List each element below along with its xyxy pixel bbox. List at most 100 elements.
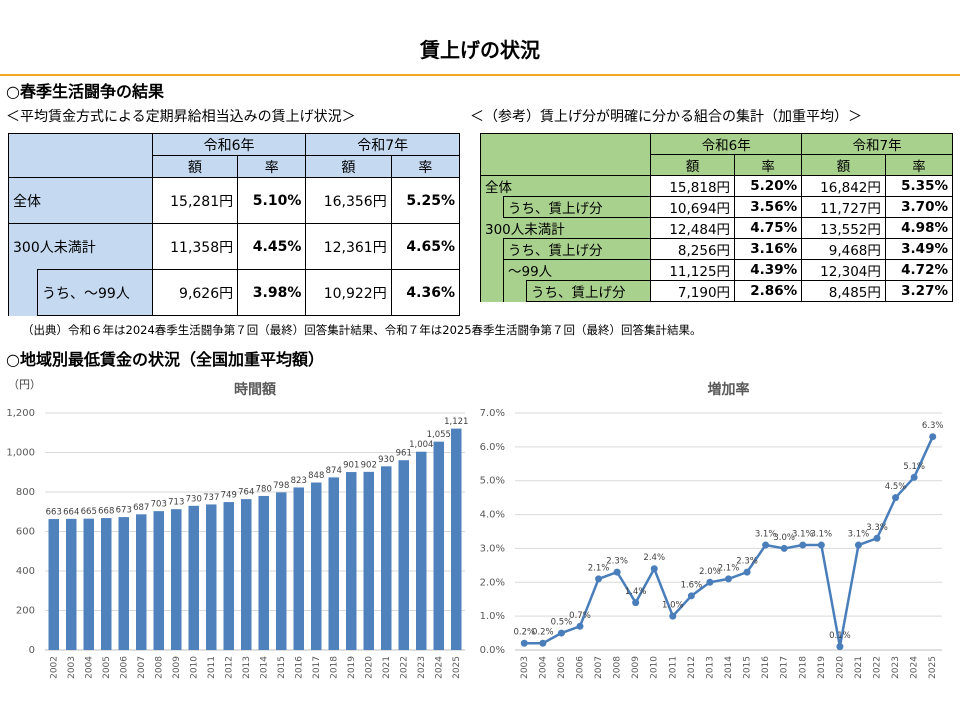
amount-cell: 12,484円 [650, 217, 736, 239]
data-label: 1.4% [625, 587, 647, 597]
data-label: 665 [81, 507, 97, 517]
data-label: 3.3% [866, 523, 888, 533]
data-label: 713 [168, 498, 184, 508]
x-tick-label: 2014 [724, 656, 734, 679]
point [632, 599, 640, 607]
data-label: 673 [116, 506, 132, 516]
y-tick-label: 4.0% [480, 510, 505, 521]
data-label: 749 [221, 491, 237, 501]
data-label: 902 [361, 460, 377, 470]
data-label: 1,004 [409, 440, 433, 450]
x-tick-label: 2024 [910, 656, 920, 679]
point [929, 433, 937, 441]
indent-cell [480, 196, 504, 218]
x-tick-label: 2020 [835, 656, 845, 679]
y-tick-label: 200 [16, 606, 35, 617]
header-row: 令和6年 令和7年 [479, 133, 953, 176]
point [576, 622, 584, 630]
indent-cell [480, 280, 504, 302]
x-tick-label: 2022 [873, 656, 883, 679]
x-tick-label: 2002 [49, 656, 59, 679]
bar [311, 482, 322, 650]
section-heading: ○地域別最低賃金の状況（全国加重平均額） [6, 350, 324, 369]
data-label: 0.2% [513, 628, 535, 638]
amount-cell: 12,361円 [305, 223, 392, 270]
x-tick-label: 2004 [84, 656, 94, 679]
rate-cell: 5.25% [390, 177, 461, 224]
y-tick-label: 6.0% [480, 442, 505, 453]
point [687, 592, 695, 600]
x-tick-label: 2015 [277, 656, 287, 679]
table-row: 全体 15,818円 5.20% 16,842円 5.35% [479, 175, 954, 197]
table-row: 300人未満計 11,358円 4.45% 12,361円 4.65% [8, 223, 461, 270]
data-label: 961 [396, 449, 412, 459]
point [817, 541, 825, 549]
y-tick-label: 800 [16, 487, 35, 498]
x-tick-label: 2013 [705, 656, 715, 679]
header-row: 額率額率 [481, 154, 954, 176]
data-label: 764 [238, 488, 254, 498]
x-tick-label: 2012 [224, 656, 234, 679]
row-label: うち、賃上げ分 [502, 238, 652, 260]
x-tick-label: 2008 [154, 656, 164, 679]
x-tick-label: 2009 [631, 656, 641, 679]
header-corner [479, 133, 652, 176]
bar [258, 495, 269, 650]
rate-cell: 5.35% [884, 175, 954, 197]
row-label: 全体 [8, 177, 153, 224]
row-label: ～99人 [502, 259, 652, 281]
year-header: 令和6年 [650, 133, 803, 155]
x-tick-label: 2011 [668, 656, 678, 679]
x-tick-label: 2016 [294, 656, 304, 679]
rate-cell: 5.10% [237, 177, 307, 224]
data-label: 3.1% [811, 530, 833, 540]
data-label: 1.6% [681, 580, 703, 590]
amount-cell: 9,626円 [151, 269, 239, 316]
x-tick-label: 2024 [434, 656, 444, 679]
bar [346, 472, 357, 650]
y-tick-label: 5.0% [480, 476, 505, 487]
rate-cell: 3.56% [734, 196, 803, 218]
x-tick-label: 2006 [575, 656, 585, 679]
data-label: 2.3% [736, 557, 758, 567]
amount-cell: 16,842円 [801, 175, 886, 197]
header-row: 令和6年 令和7年 [8, 133, 460, 178]
data-label: 3.1% [848, 530, 870, 540]
x-tick-label: 2005 [102, 656, 112, 679]
bar [171, 509, 182, 650]
amount-cell: 10,922円 [305, 269, 392, 316]
x-tick-label: 2003 [67, 656, 77, 679]
year-header: 令和7年 [305, 133, 460, 156]
bar [83, 518, 94, 650]
header-corner [8, 133, 153, 178]
data-label: 663 [46, 508, 62, 518]
amount-cell: 8,485円 [801, 280, 886, 302]
point [595, 575, 603, 583]
bar [241, 499, 252, 650]
column-header: 額 [151, 155, 239, 178]
amount-cell: 9,468円 [801, 238, 886, 260]
x-tick-label: 2018 [329, 656, 339, 679]
x-tick-label: 2025 [452, 656, 462, 679]
x-tick-label: 2013 [242, 656, 252, 679]
x-tick-label: 2003 [520, 656, 530, 679]
table-row: 300人未満計 12,484円 4.75% 13,552円 4.98% [479, 217, 954, 239]
point [762, 541, 770, 549]
column-header: 率 [237, 155, 307, 178]
data-label: 4.5% [885, 482, 907, 492]
point [725, 575, 732, 583]
point [780, 544, 788, 552]
bar [206, 504, 217, 650]
bar [328, 477, 339, 650]
header-row: 額率額率 [9, 155, 461, 178]
data-label: 930 [378, 455, 394, 465]
row-label: うち、～99人 [37, 269, 153, 316]
point [520, 639, 528, 647]
y-tick-label: 3.0% [480, 543, 505, 554]
data-label: 848 [308, 471, 324, 481]
amount-cell: 11,358円 [151, 223, 239, 270]
data-label: 664 [63, 507, 79, 517]
amount-cell: 16,356円 [305, 177, 392, 224]
data-label: 668 [98, 507, 114, 517]
y-tick-label: 400 [16, 566, 35, 577]
